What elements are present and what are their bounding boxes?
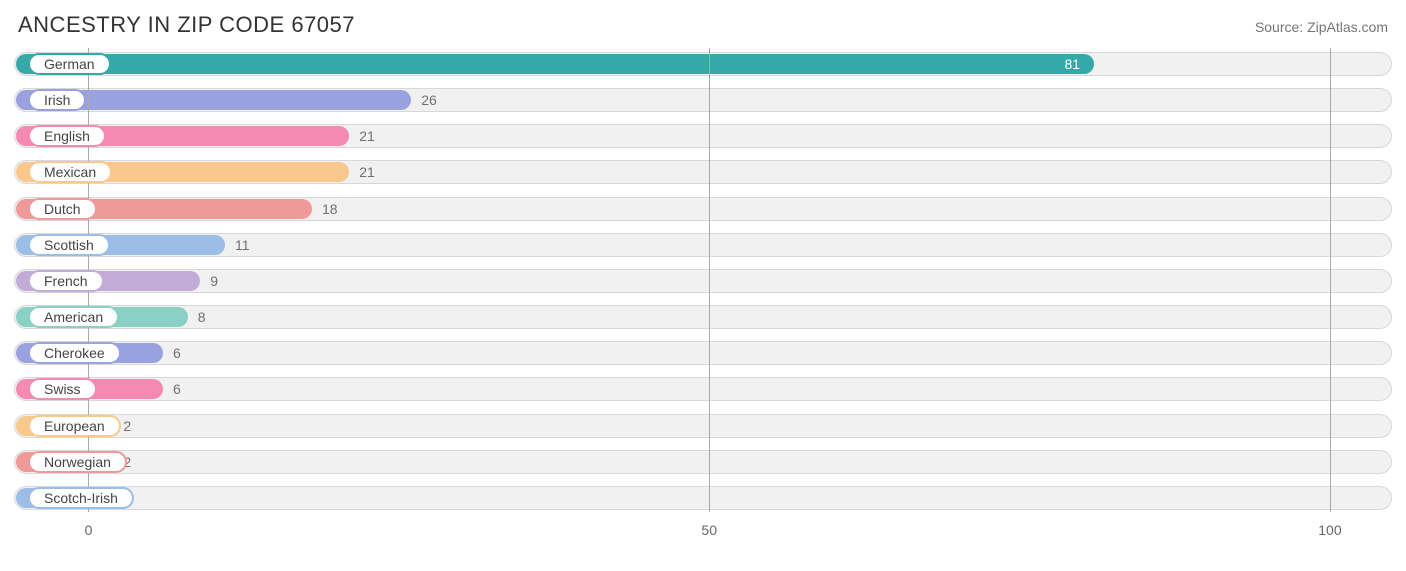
category-pill: French	[28, 270, 104, 292]
bar-track	[14, 305, 1392, 329]
category-pill: Scotch-Irish	[28, 487, 134, 509]
bar-value: 6	[173, 345, 181, 361]
bar-row: 21 Mexican	[14, 158, 1392, 186]
category-pill: Dutch	[28, 198, 97, 220]
bar-track	[14, 269, 1392, 293]
chart-rows: 81German26Irish21English21Mexican18Dutch…	[14, 50, 1392, 512]
bar-track	[14, 377, 1392, 401]
chart-source: Source: ZipAtlas.com	[1255, 19, 1388, 35]
category-pill: Norwegian	[28, 451, 127, 473]
bar-row: 2European	[14, 412, 1392, 440]
bar-row: 8 American	[14, 303, 1392, 331]
x-tick-label: 50	[701, 522, 717, 538]
category-pill: Cherokee	[28, 342, 121, 364]
bar-value: 6	[173, 381, 181, 397]
category-pill: European	[28, 415, 121, 437]
ancestry-chart: ANCESTRY IN ZIP CODE 67057 Source: ZipAt…	[0, 0, 1406, 571]
bar-row: 81 German	[14, 50, 1392, 78]
bar-value: 21	[359, 128, 375, 144]
bar-row: 6 Swiss	[14, 375, 1392, 403]
bar-track	[14, 450, 1392, 474]
bar-row: 11 Scottish	[14, 231, 1392, 259]
x-tick-label: 100	[1318, 522, 1341, 538]
gridline	[709, 48, 710, 512]
bar-track	[14, 486, 1392, 510]
bar-value: 2	[123, 418, 131, 434]
bar-value: 81	[1064, 56, 1080, 72]
x-tick-label: 0	[85, 522, 93, 538]
bar-track	[14, 414, 1392, 438]
chart-plot: 81German26Irish21English21Mexican18Dutch…	[14, 48, 1392, 538]
category-pill: Swiss	[28, 378, 97, 400]
category-pill: English	[28, 125, 106, 147]
category-pill: Scottish	[28, 234, 110, 256]
bar-fill: 81	[16, 54, 1094, 74]
bar-track	[14, 341, 1392, 365]
bar-value: 8	[198, 309, 206, 325]
bar-value: 26	[421, 92, 437, 108]
bar-row: 18 Dutch	[14, 195, 1392, 223]
bar-row: 2Norwegian	[14, 448, 1392, 476]
bar-row: 6 Cherokee	[14, 339, 1392, 367]
bar-value: 18	[322, 201, 338, 217]
category-pill: Irish	[28, 89, 86, 111]
bar-value: 11	[235, 237, 250, 253]
chart-header: ANCESTRY IN ZIP CODE 67057 Source: ZipAt…	[14, 12, 1392, 48]
bar-row: 9 French	[14, 267, 1392, 295]
bar-value: 21	[359, 164, 375, 180]
bar-value: 9	[210, 273, 218, 289]
category-pill: American	[28, 306, 119, 328]
bar-row: 21 English	[14, 122, 1392, 150]
chart-title: ANCESTRY IN ZIP CODE 67057	[18, 12, 355, 38]
category-pill: Mexican	[28, 161, 112, 183]
bar-row: 26 Irish	[14, 86, 1392, 114]
gridline	[1330, 48, 1331, 512]
bar-row: 2Scotch-Irish	[14, 484, 1392, 512]
category-pill: German	[28, 53, 111, 75]
